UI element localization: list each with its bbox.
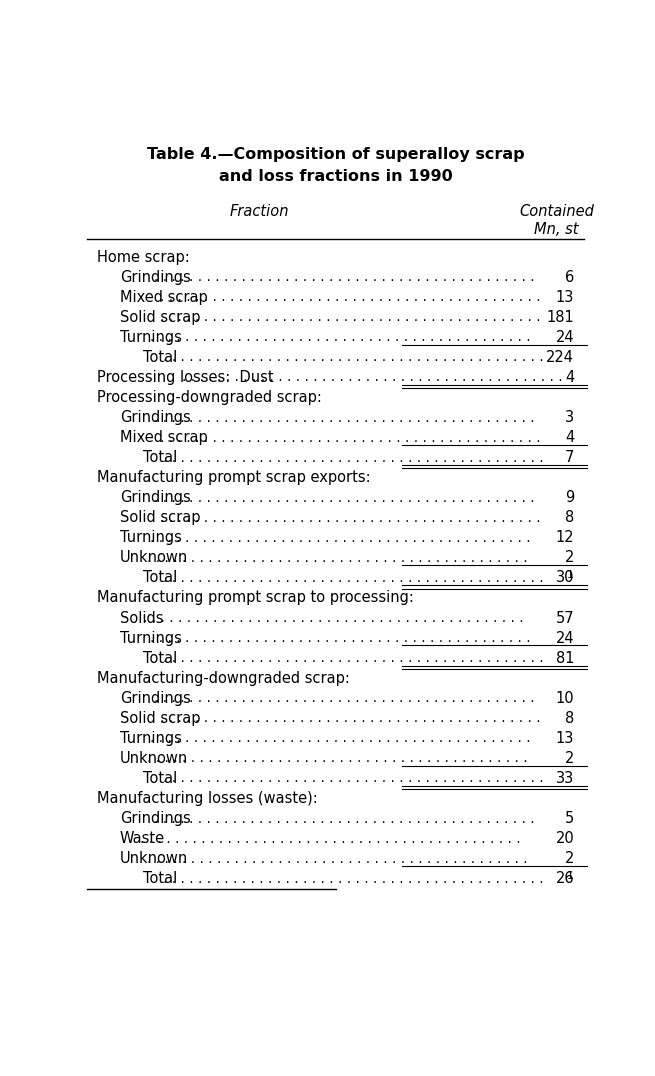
Text: Unknown: Unknown: [120, 550, 188, 565]
Text: . . . . . . . . . . . . . . . . . . . . . . . . . . . . . . . . . . . . . . . . : . . . . . . . . . . . . . . . . . . . . …: [153, 491, 534, 505]
Text: Total: Total: [143, 450, 177, 465]
Text: Fraction: Fraction: [230, 203, 290, 218]
Text: . . . . . . . . . . . . . . . . . . . . . . . . . . . . . . . . . . . . . . . . : . . . . . . . . . . . . . . . . . . . . …: [153, 811, 534, 825]
Text: . . . . . . . . . . . . . . . . . . . . . . . . . . . . . . . . . . . . . . . . : . . . . . . . . . . . . . . . . . . . . …: [162, 771, 543, 785]
Text: 3: 3: [565, 410, 574, 425]
Text: Total: Total: [143, 350, 177, 365]
Text: Turnings: Turnings: [120, 631, 182, 646]
Text: . . . . . . . . . . . . . . . . . . . . . . . . . . . . . . . . . . . . . . . . : . . . . . . . . . . . . . . . . . . . . …: [147, 551, 527, 565]
Text: . . . . . . . . . . . . . . . . . . . . . . . . . . . . . . . . . . . . . . . . : . . . . . . . . . . . . . . . . . . . . …: [160, 310, 541, 324]
Text: . . . . . . . . . . . . . . . . . . . . . . . . . . . . . . . . . . . . . . . . : . . . . . . . . . . . . . . . . . . . . …: [147, 751, 527, 765]
Text: 20: 20: [555, 831, 574, 846]
Text: and loss fractions in 1990: and loss fractions in 1990: [219, 169, 453, 184]
Text: Total: Total: [143, 651, 177, 666]
Text: Grindings: Grindings: [120, 270, 191, 285]
Text: Total: Total: [143, 570, 177, 585]
Text: Manufacturing losses (waste):: Manufacturing losses (waste):: [97, 791, 318, 806]
Text: 24: 24: [555, 330, 574, 344]
Text: 26: 26: [555, 872, 574, 887]
Text: Home scrap:: Home scrap:: [97, 250, 190, 265]
Text: . . . . . . . . . . . . . . . . . . . . . . . . . . . . . . . . . . . . . . . . : . . . . . . . . . . . . . . . . . . . . …: [162, 451, 543, 465]
Text: Unknown: Unknown: [120, 751, 188, 766]
Text: . . . . . . . . . . . . . . . . . . . . . . . . . . . . . . . . . . . . . . . . : . . . . . . . . . . . . . . . . . . . . …: [153, 691, 534, 705]
Text: Turnings: Turnings: [120, 530, 182, 546]
Text: 4: 4: [565, 430, 574, 445]
Text: . . . . . . . . . . . . . . . . . . . . . . . . . . . . . . . . . . . . . . . . : . . . . . . . . . . . . . . . . . . . . …: [162, 651, 543, 665]
Text: Waste: Waste: [120, 831, 165, 846]
Text: Processing-downgraded scrap:: Processing-downgraded scrap:: [97, 390, 322, 405]
Text: 1: 1: [567, 570, 574, 580]
Text: 2: 2: [565, 751, 574, 766]
Text: 1: 1: [567, 872, 574, 881]
Text: . . . . . . . . . . . . . . . . . . . . . . . . . . . . . . . . . . . . . . . . : . . . . . . . . . . . . . . . . . . . . …: [162, 872, 543, 886]
Text: 81: 81: [556, 651, 574, 666]
Text: Contained: Contained: [519, 203, 594, 218]
Text: . . . . . . . . . . . . . . . . . . . . . . . . . . . . . . . . . . . . . . . . : . . . . . . . . . . . . . . . . . . . . …: [162, 571, 543, 585]
Text: 10: 10: [555, 691, 574, 706]
Text: . . . . . . . . . . . . . . . . . . . . . . . . . . . . . . . . . . . . . . . . : . . . . . . . . . . . . . . . . . . . . …: [140, 832, 520, 846]
Text: Grindings: Grindings: [120, 491, 191, 506]
Text: 13: 13: [556, 731, 574, 746]
Text: Grindings: Grindings: [120, 691, 191, 706]
Text: . . . . . . . . . . . . . . . . . . . . . . . . . . . . . . . . . . . . . . . . : . . . . . . . . . . . . . . . . . . . . …: [160, 511, 541, 525]
Text: 2: 2: [565, 851, 574, 866]
Text: Table 4.—Composition of superalloy scrap: Table 4.—Composition of superalloy scrap: [147, 147, 525, 162]
Text: Manufacturing prompt scrap to processing:: Manufacturing prompt scrap to processing…: [97, 591, 414, 606]
Text: . . . . . . . . . . . . . . . . . . . . . . . . . . . . . . . . . . . . . . . . : . . . . . . . . . . . . . . . . . . . . …: [150, 631, 531, 645]
Text: 24: 24: [555, 631, 574, 646]
Text: Turnings: Turnings: [120, 330, 182, 344]
Text: Manufacturing-downgraded scrap:: Manufacturing-downgraded scrap:: [97, 670, 350, 685]
Text: . . . . . . . . . . . . . . . . . . . . . . . . . . . . . . . . . . . . . . . . : . . . . . . . . . . . . . . . . . . . . …: [183, 370, 563, 384]
Text: 9: 9: [565, 491, 574, 506]
Text: Manufacturing prompt scrap exports:: Manufacturing prompt scrap exports:: [97, 470, 371, 485]
Text: . . . . . . . . . . . . . . . . . . . . . . . . . . . . . . . . . . . . . . . . : . . . . . . . . . . . . . . . . . . . . …: [150, 330, 531, 344]
Text: . . . . . . . . . . . . . . . . . . . . . . . . . . . . . . . . . . . . . . . . : . . . . . . . . . . . . . . . . . . . . …: [150, 530, 531, 544]
Text: 6: 6: [565, 270, 574, 285]
Text: Turnings: Turnings: [120, 731, 182, 746]
Text: Unknown: Unknown: [120, 851, 188, 866]
Text: Solid scrap: Solid scrap: [120, 510, 200, 525]
Text: Grindings: Grindings: [120, 811, 191, 826]
Text: . . . . . . . . . . . . . . . . . . . . . . . . . . . . . . . . . . . . . . . . : . . . . . . . . . . . . . . . . . . . . …: [160, 291, 541, 305]
Text: Solids: Solids: [120, 610, 164, 625]
Text: Solid scrap: Solid scrap: [120, 711, 200, 725]
Text: . . . . . . . . . . . . . . . . . . . . . . . . . . . . . . . . . . . . . . . . : . . . . . . . . . . . . . . . . . . . . …: [153, 411, 534, 425]
Text: 12: 12: [555, 530, 574, 546]
Text: . . . . . . . . . . . . . . . . . . . . . . . . . . . . . . . . . . . . . . . . : . . . . . . . . . . . . . . . . . . . . …: [160, 711, 541, 725]
Text: 13: 13: [556, 289, 574, 305]
Text: 33: 33: [556, 770, 574, 785]
Text: 57: 57: [555, 610, 574, 625]
Text: 2: 2: [565, 550, 574, 565]
Text: Mixed scrap: Mixed scrap: [120, 289, 208, 305]
Text: 7: 7: [565, 450, 574, 465]
Text: 181: 181: [546, 310, 574, 325]
Text: 30: 30: [556, 570, 574, 585]
Text: Processing losses:  Dust: Processing losses: Dust: [97, 370, 274, 385]
Text: Grindings: Grindings: [120, 410, 191, 425]
Text: Total: Total: [143, 872, 177, 887]
Text: Mixed scrap: Mixed scrap: [120, 430, 208, 445]
Text: Solid scrap: Solid scrap: [120, 310, 200, 325]
Text: 5: 5: [565, 811, 574, 826]
Text: 224: 224: [546, 350, 574, 365]
Text: . . . . . . . . . . . . . . . . . . . . . . . . . . . . . . . . . . . . . . . . : . . . . . . . . . . . . . . . . . . . . …: [147, 851, 527, 865]
Text: 8: 8: [565, 711, 574, 725]
Text: . . . . . . . . . . . . . . . . . . . . . . . . . . . . . . . . . . . . . . . . : . . . . . . . . . . . . . . . . . . . . …: [143, 611, 524, 625]
Text: Total: Total: [143, 770, 177, 785]
Text: . . . . . . . . . . . . . . . . . . . . . . . . . . . . . . . . . . . . . . . . : . . . . . . . . . . . . . . . . . . . . …: [160, 430, 541, 444]
Text: . . . . . . . . . . . . . . . . . . . . . . . . . . . . . . . . . . . . . . . . : . . . . . . . . . . . . . . . . . . . . …: [153, 270, 534, 284]
Text: . . . . . . . . . . . . . . . . . . . . . . . . . . . . . . . . . . . . . . . . : . . . . . . . . . . . . . . . . . . . . …: [150, 732, 531, 746]
Text: 8: 8: [565, 510, 574, 525]
Text: Mn, st: Mn, st: [534, 222, 579, 237]
Text: . . . . . . . . . . . . . . . . . . . . . . . . . . . . . . . . . . . . . . . . : . . . . . . . . . . . . . . . . . . . . …: [162, 351, 543, 365]
Text: 4: 4: [565, 370, 574, 385]
